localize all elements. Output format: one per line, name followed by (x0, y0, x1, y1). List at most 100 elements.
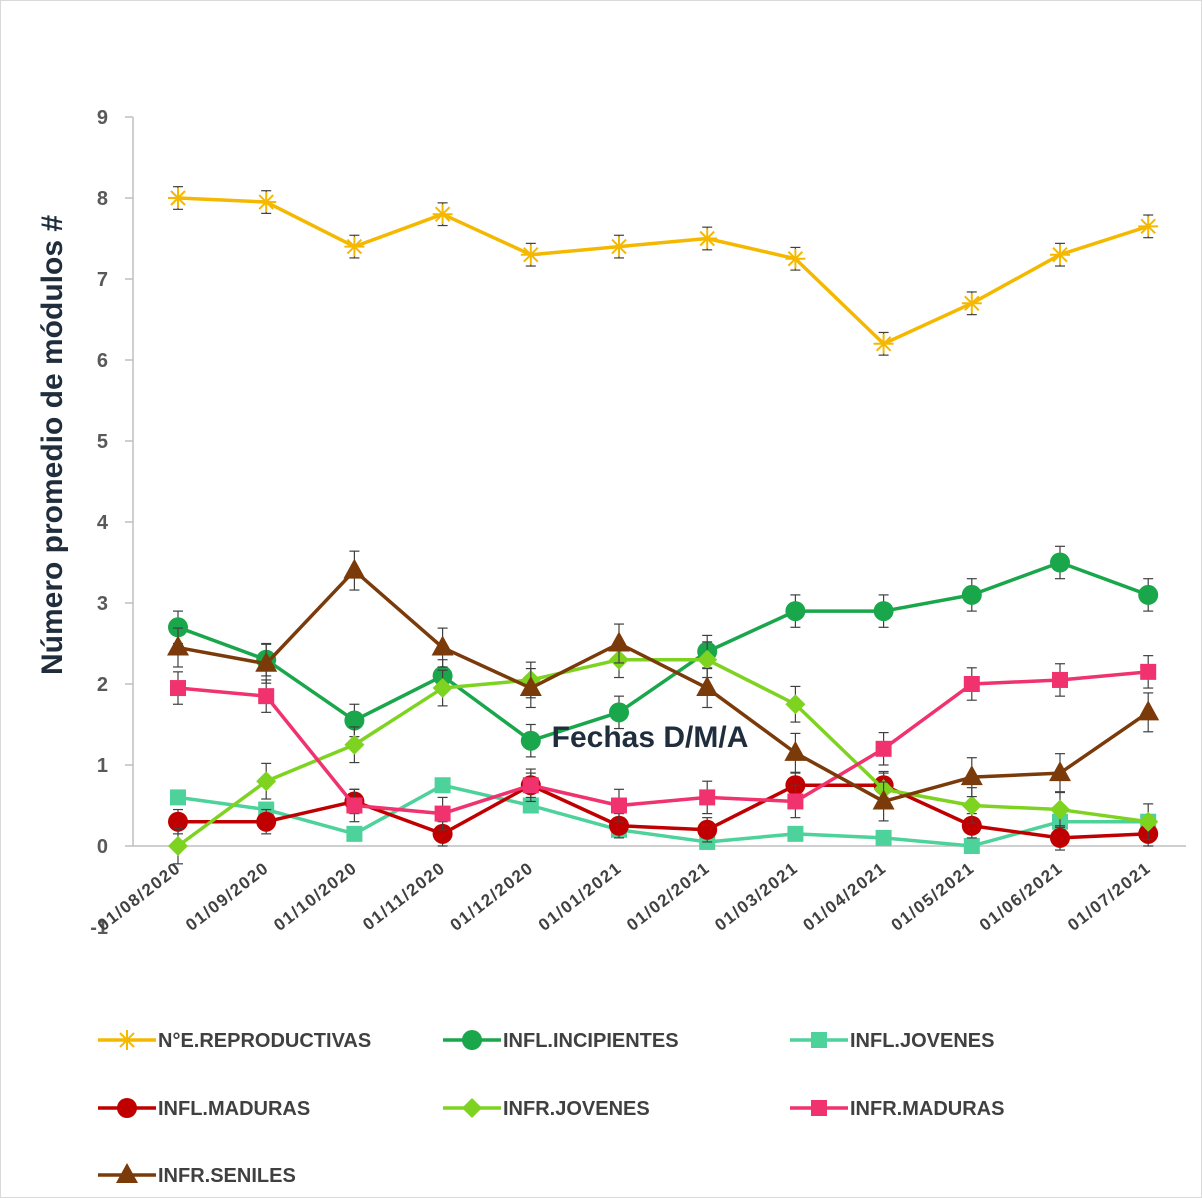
data-point-marker (787, 825, 804, 842)
data-point-marker (168, 836, 188, 856)
data-point-marker (961, 795, 982, 816)
data-point-marker (872, 789, 895, 810)
legend-item: N°E.REPRODUCTIVAS (98, 1030, 371, 1052)
data-point-marker (785, 694, 806, 715)
x-tick-label: 01/11/2020 (359, 858, 449, 934)
data-point-marker (1138, 216, 1159, 237)
y-tick-label: 5 (97, 431, 108, 453)
x-tick-label: 01/02/2021 (623, 858, 714, 935)
legend-item: INFL.INCIPIENTES (443, 1030, 679, 1052)
series-4 (168, 641, 1159, 865)
series-line (176, 657, 1149, 848)
x-tick-label: 01/01/2021 (535, 858, 626, 935)
y-tick-label: 3 (97, 593, 108, 615)
data-point-marker (255, 651, 278, 672)
data-point-marker (611, 797, 627, 814)
data-point-marker (168, 617, 188, 638)
y-axis-ticks: -1 0 1 2 3 4 5 6 7 8 9 (90, 107, 133, 939)
data-point-marker (696, 676, 719, 697)
data-point-marker (434, 777, 451, 794)
series-line (177, 783, 1149, 848)
data-point-marker (960, 765, 983, 786)
series-line (178, 783, 1149, 840)
data-point-marker (434, 805, 451, 822)
y-tick-label: 6 (97, 350, 108, 372)
legend-label: INFR.JOVENES (503, 1098, 650, 1120)
legend-label: INFL.MADURAS (158, 1098, 310, 1120)
legend-label: INFL.JOVENES (850, 1030, 994, 1052)
series-line (177, 560, 1149, 743)
data-point-marker (961, 584, 982, 605)
legend-label: INFR.SENILES (158, 1165, 296, 1187)
data-point-marker (873, 333, 894, 354)
legend-marker (117, 1098, 137, 1118)
data-point-marker (1050, 799, 1070, 820)
data-point-marker (258, 688, 275, 705)
data-point-marker (168, 811, 188, 832)
data-point-marker (1140, 663, 1157, 680)
y-tick-label: 0 (97, 836, 108, 858)
data-point-marker (256, 192, 277, 213)
data-point-marker (875, 829, 892, 846)
data-point-marker (170, 680, 186, 697)
data-point-marker (608, 631, 630, 652)
legend-item: INFL.MADURAS (98, 1098, 310, 1120)
data-point-marker (1138, 584, 1159, 605)
data-point-marker (432, 823, 453, 844)
y-tick-label: 2 (97, 674, 108, 696)
data-point-marker (787, 793, 804, 810)
y-tick-label: -1 (90, 917, 108, 939)
data-point-marker (697, 649, 718, 670)
data-point-marker (170, 789, 186, 806)
x-tick-label: 01/12/2020 (447, 858, 538, 935)
series-line (177, 568, 1150, 804)
data-point-marker (522, 777, 539, 794)
data-point-marker (520, 244, 541, 265)
data-point-marker (432, 204, 453, 225)
series-line (177, 670, 1149, 816)
legend-item: INFL.JOVENES (790, 1030, 994, 1052)
series-0 (168, 186, 1159, 356)
axes (132, 117, 1186, 847)
x-tick-label: 01/10/2020 (270, 858, 361, 935)
legend-marker (462, 1098, 482, 1118)
data-point-marker (609, 702, 629, 723)
data-point-marker (168, 188, 188, 208)
legend: N°E.REPRODUCTIVAS INFL.INCIPIENTES INFL.JO… (98, 1030, 1004, 1187)
data-point-marker (961, 293, 982, 314)
data-point-marker (1050, 827, 1070, 848)
data-point-marker (697, 228, 718, 249)
legend-marker (462, 1030, 482, 1050)
legend-item: INFR.JOVENES (443, 1098, 650, 1120)
y-axis-title: Número promedio de módulos # (36, 215, 69, 675)
legend-item: INFR.SENILES (98, 1163, 296, 1187)
data-point-marker (873, 601, 894, 622)
x-tick-label: 01/03/2021 (711, 858, 802, 935)
series-2 (170, 777, 1157, 854)
data-point-marker (699, 789, 716, 806)
x-tick-label: 01/06/2021 (976, 858, 1067, 935)
x-tick-label: 01/09/2020 (182, 858, 273, 935)
data-point-marker (785, 601, 806, 622)
data-point-marker (1137, 700, 1160, 721)
data-point-marker (697, 819, 718, 840)
data-point-marker (431, 635, 454, 656)
legend-label: INFR.MADURAS (850, 1098, 1004, 1120)
data-point-marker (167, 635, 189, 656)
data-point-marker (256, 771, 277, 792)
data-point-marker (1138, 811, 1159, 832)
legend-label: N°E.REPRODUCTIVAS (158, 1030, 371, 1052)
series-layer (167, 186, 1160, 865)
series-6 (167, 550, 1160, 822)
data-point-marker (343, 558, 366, 579)
y-tick-label: 9 (97, 107, 108, 129)
data-point-marker (1049, 761, 1071, 782)
data-point-marker (520, 730, 541, 751)
data-point-marker (963, 838, 980, 854)
x-axis-ticks: 01/08/202001/09/202001/10/202001/11/2020… (94, 858, 1155, 935)
data-point-marker (785, 248, 806, 269)
y-tick-label: 1 (97, 755, 108, 777)
series-3 (168, 772, 1159, 851)
legend-marker (811, 1032, 827, 1048)
data-point-marker (256, 811, 277, 832)
